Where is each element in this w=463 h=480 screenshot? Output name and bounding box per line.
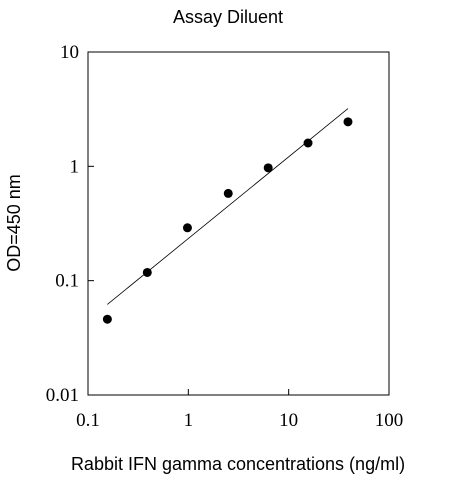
y-tick-label: 10: [60, 42, 79, 63]
data-point: [142, 267, 152, 277]
chart-title: Assay Diluent: [173, 7, 283, 27]
data-point: [343, 117, 353, 127]
x-tick-label: 0.1: [76, 410, 100, 431]
data-points: [102, 117, 353, 324]
plot-area: [87, 51, 390, 396]
x-axis: 0.1 1 10 100: [76, 389, 403, 431]
data-point: [223, 188, 233, 198]
y-tick-label: 0.1: [55, 271, 79, 292]
fit-line-group: [107, 108, 349, 305]
data-point: [303, 138, 313, 148]
x-tick-label: 1: [184, 410, 194, 431]
x-tick-label: 100: [375, 410, 404, 431]
fit-line: [107, 108, 349, 305]
y-axis: 0.01 0.1 1 10: [46, 42, 94, 406]
y-axis-label: OD=450 nm: [4, 174, 24, 272]
data-point: [102, 314, 112, 324]
x-tick-label: 10: [279, 410, 298, 431]
x-axis-label: Rabbit IFN gamma concentrations (ng/ml): [71, 454, 405, 474]
y-tick-label: 0.01: [46, 385, 79, 406]
y-tick-label: 1: [70, 156, 80, 177]
data-point: [182, 223, 192, 233]
data-point: [263, 163, 273, 173]
